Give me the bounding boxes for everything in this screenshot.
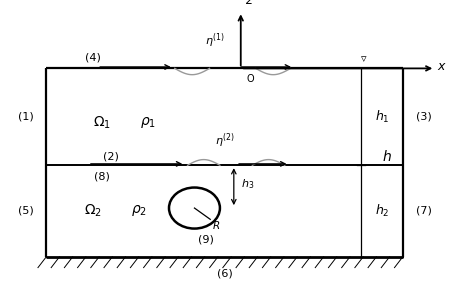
Text: (5): (5) (18, 206, 33, 216)
Text: (7): (7) (416, 206, 432, 216)
Text: O: O (246, 74, 254, 84)
Text: (9): (9) (198, 235, 214, 245)
Text: $\eta^{(2)}$: $\eta^{(2)}$ (215, 131, 234, 150)
Text: $\Omega_1$: $\Omega_1$ (93, 114, 111, 131)
Text: (1): (1) (18, 112, 33, 122)
Text: $\rho_1$: $\rho_1$ (140, 115, 156, 130)
Text: $h_3$: $h_3$ (241, 177, 254, 191)
Text: (2): (2) (103, 152, 119, 162)
Text: $\eta^{(1)}$: $\eta^{(1)}$ (206, 31, 225, 50)
Text: $h_1$: $h_1$ (375, 109, 390, 125)
Text: R: R (213, 221, 220, 231)
Text: z: z (245, 0, 252, 7)
Text: (4): (4) (85, 52, 100, 62)
Text: (6): (6) (217, 268, 232, 279)
Text: $\triangledown$: $\triangledown$ (360, 54, 367, 64)
Text: $h$: $h$ (382, 149, 392, 164)
Text: (8): (8) (94, 172, 110, 182)
Text: x: x (438, 60, 445, 74)
Text: (3): (3) (416, 112, 432, 122)
Text: $\Omega_2$: $\Omega_2$ (84, 203, 101, 219)
Text: $h_2$: $h_2$ (375, 203, 389, 219)
Text: $\rho_2$: $\rho_2$ (131, 203, 147, 218)
